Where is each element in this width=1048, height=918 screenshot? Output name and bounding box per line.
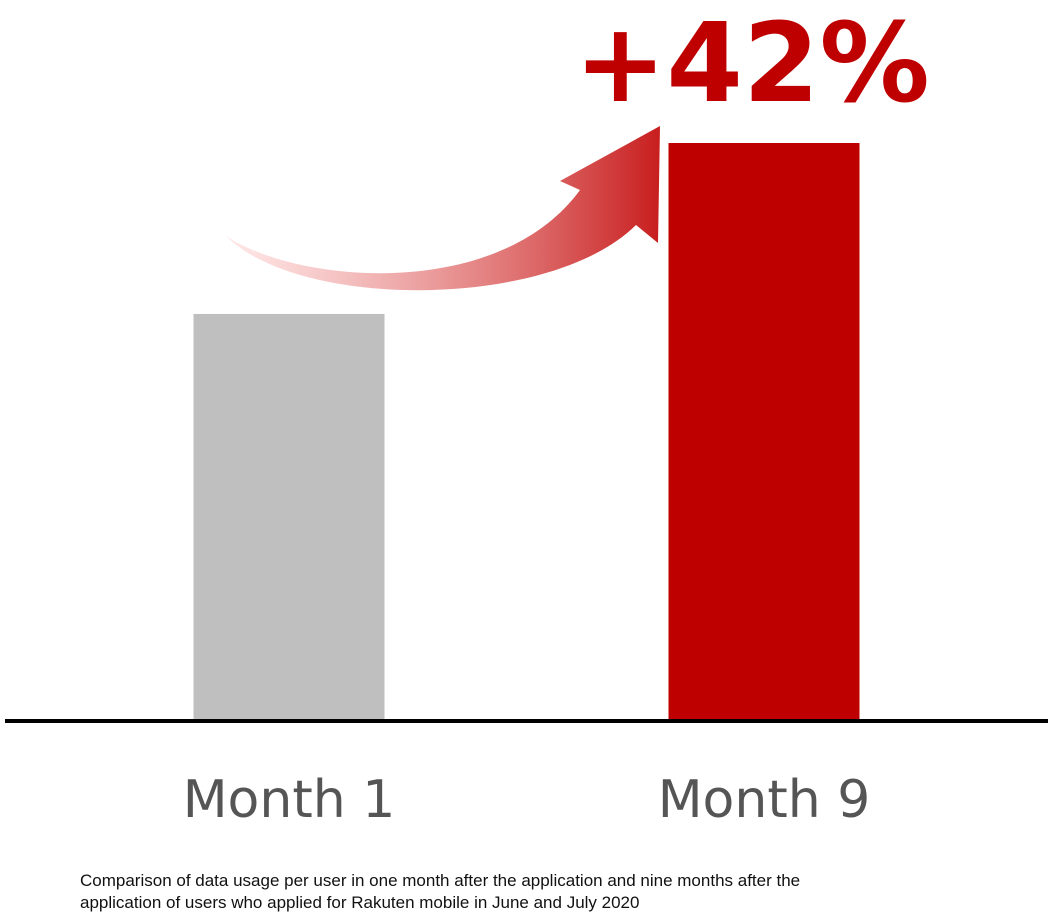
bar-month-1 — [193, 313, 385, 721]
caption-line-1: Comparison of data usage per user in one… — [80, 871, 801, 890]
bar-month-9 — [668, 143, 860, 721]
curved-arrow-up-right-icon — [226, 126, 660, 291]
x-tick-label-month-1: Month 1 — [183, 770, 396, 830]
growth-annotation: +42% — [574, 0, 929, 127]
chart-caption: Comparison of data usage per user in one… — [80, 870, 1040, 914]
x-tick-label-month-9: Month 9 — [658, 770, 871, 830]
caption-line-2: application of users who applied for Rak… — [80, 893, 640, 912]
bars-group — [193, 143, 860, 721]
